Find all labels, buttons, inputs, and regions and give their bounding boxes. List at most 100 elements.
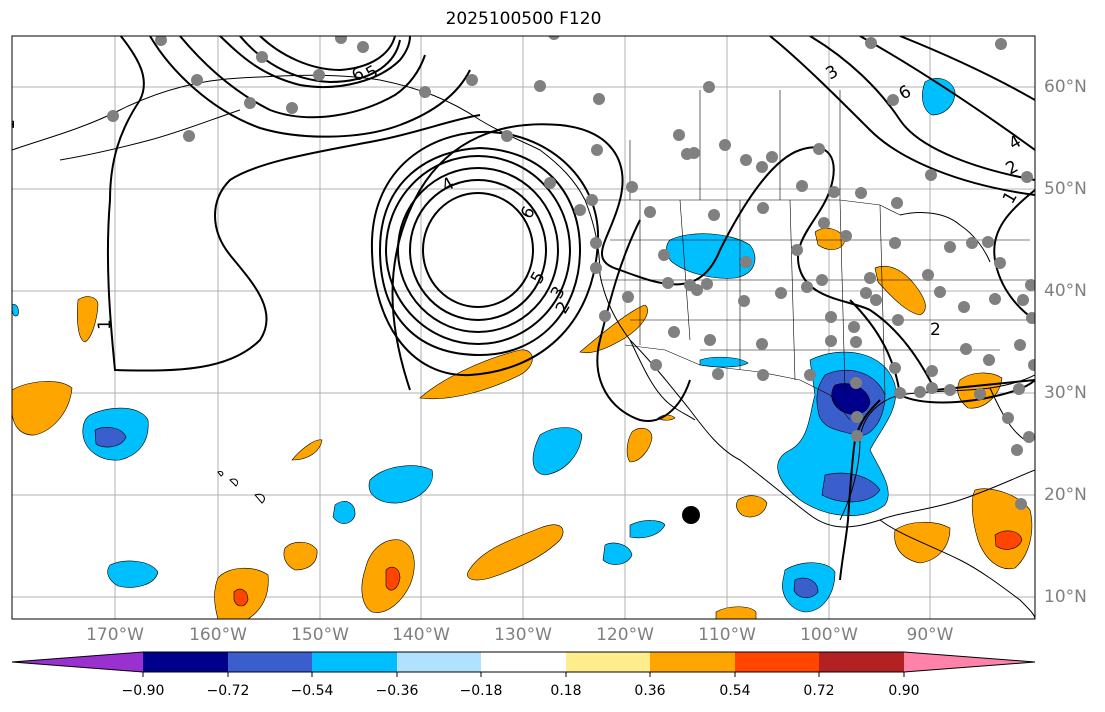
station-marker: [1015, 498, 1027, 510]
station-marker: [914, 386, 926, 398]
anomaly-shading: [12, 78, 1033, 619]
station-marker: [244, 97, 256, 109]
map-title: 2025100500 F120: [445, 9, 602, 29]
contour-2-ne: [859, 36, 1035, 151]
colorbar-tick-label: −0.36: [375, 683, 419, 699]
station-marker: [590, 262, 602, 274]
station-marker: [944, 384, 956, 396]
longitude-label: 120°W: [596, 625, 654, 645]
station-marker: [796, 180, 808, 192]
station-marker: [335, 36, 347, 44]
station-marker: [738, 295, 750, 307]
contour-1-ne: [899, 36, 1035, 101]
pos-region-8: [626, 427, 653, 463]
contour-alaska-5: [149, 36, 471, 138]
aleutians: [59, 109, 241, 161]
station-marker: [818, 217, 830, 229]
contour-1-west: [106, 36, 481, 372]
station-marker: [756, 161, 768, 173]
contour-alaska-1: [219, 36, 411, 88]
station-marker: [855, 187, 867, 199]
station-marker: [658, 249, 670, 261]
station-marker: [934, 286, 946, 298]
station-marker: [599, 310, 611, 322]
station-marker: [590, 237, 602, 249]
station-marker: [995, 38, 1007, 50]
station-marker: [757, 369, 769, 381]
station-marker: [691, 284, 703, 296]
pos-region-6: [12, 381, 73, 436]
station-marker: [357, 41, 369, 53]
latitude-label: 60°N: [1044, 77, 1087, 97]
contour-alaska-3: [259, 36, 396, 72]
station-marker: [466, 74, 478, 86]
station-marker: [983, 354, 995, 366]
station-marker: [850, 336, 862, 348]
station-marker: [864, 272, 876, 284]
station-marker: [1002, 412, 1014, 424]
station-marker: [851, 430, 863, 442]
contour-alaska-4: [179, 36, 426, 119]
neg-region-hawaii: [368, 465, 433, 504]
station-marker: [840, 230, 852, 242]
station-marker: [1011, 444, 1023, 456]
station-marker: [644, 206, 656, 218]
pos-region-17: [971, 488, 1033, 570]
contour-label: 1: [95, 319, 115, 330]
canada-provinces: [629, 90, 841, 200]
station-marker: [712, 368, 724, 380]
station-marker: [926, 382, 938, 394]
station-marker: [622, 291, 634, 303]
great-lakes: [899, 211, 991, 263]
station-marker: [1025, 279, 1035, 291]
station-marker: [848, 321, 860, 333]
station-marker: [719, 139, 731, 151]
latitude-label: 30°N: [1044, 383, 1087, 403]
station-marker: [889, 362, 901, 374]
station-marker: [708, 209, 720, 221]
station-marker: [825, 335, 837, 347]
station-marker: [662, 277, 674, 289]
latitude-label: 10°N: [1044, 587, 1087, 607]
station-marker: [982, 236, 994, 248]
pos-region-18: [715, 606, 757, 619]
station-marker: [994, 257, 1006, 269]
station-marker: [1013, 383, 1025, 395]
contour-low-ring-4: [385, 155, 571, 345]
map-frame: [11, 35, 1036, 620]
longitude-label: 160°W: [189, 625, 247, 645]
pos-region-15: [736, 495, 768, 518]
colorbar-bin: [143, 652, 228, 672]
colorbar-tick-label: −0.54: [290, 683, 334, 699]
colorbar-bin: [566, 652, 650, 672]
station-marker: [668, 326, 680, 338]
station-marker: [889, 237, 901, 249]
colorbar-bin: [312, 652, 397, 672]
latitude-label: 40°N: [1044, 281, 1087, 301]
station-marker: [944, 241, 956, 253]
station-marker: [960, 343, 972, 355]
contour-4-ne: [769, 36, 1035, 196]
neg-region-small2: [107, 560, 159, 588]
contour-label: 2: [930, 320, 941, 340]
station-marker: [925, 169, 937, 181]
colorbar-tick-label: 0.18: [550, 683, 582, 699]
hawaii-3: [217, 471, 224, 477]
station-marker: [757, 202, 769, 214]
colorbar-tick-label: −0.18: [459, 683, 503, 699]
station-marker: [791, 244, 803, 256]
contour-gulf-front: [839, 399, 881, 581]
colorbar-tick-label: 0.54: [719, 683, 751, 699]
station-marker: [887, 94, 899, 106]
station-marker: [865, 37, 877, 49]
station-marker: [850, 377, 862, 389]
contour-mx-trough: [596, 219, 691, 422]
colorbar-tick-label: 0.36: [634, 683, 666, 699]
station-marker: [922, 269, 934, 281]
latitude-label: 20°N: [1044, 485, 1087, 505]
longitude-label: 90°W: [906, 625, 954, 645]
station-marker: [544, 177, 556, 189]
station-marker: [966, 237, 978, 249]
neg-region-sm5: [12, 304, 19, 317]
station-marker: [851, 411, 863, 423]
